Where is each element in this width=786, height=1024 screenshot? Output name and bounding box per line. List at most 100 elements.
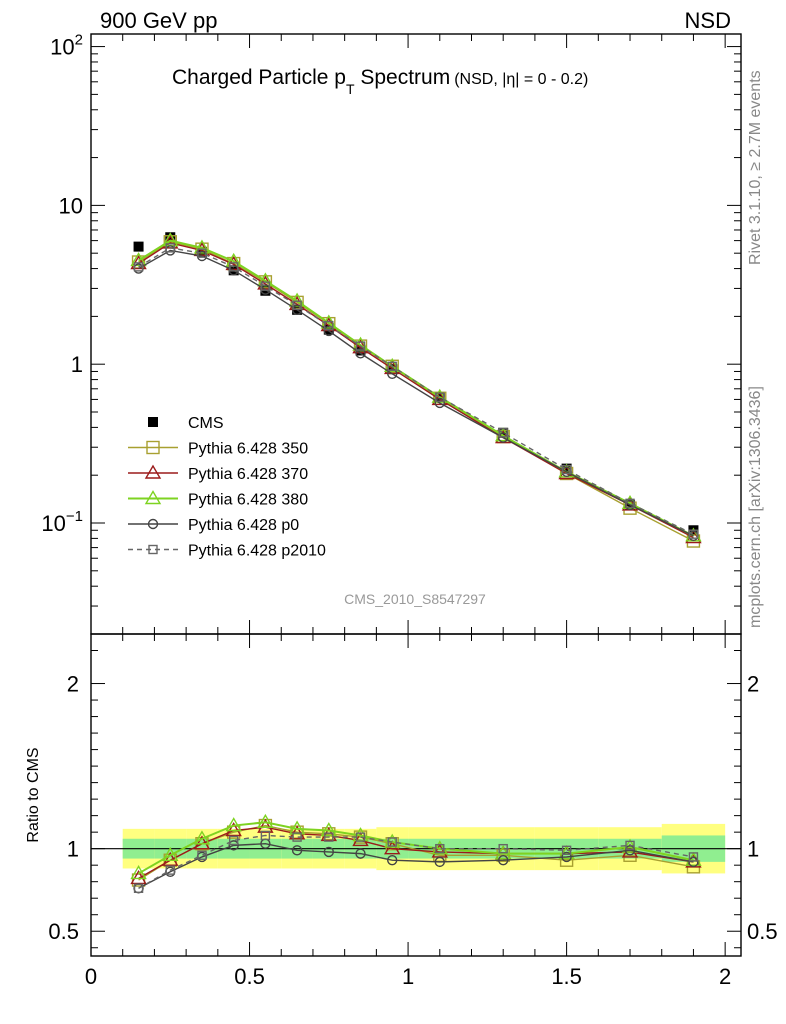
data-point-p0 [434, 397, 445, 409]
series-line-p0 [138, 249, 694, 537]
data-point-p0 [497, 432, 509, 443]
ratio-point-p0 [387, 855, 398, 866]
ratio-point-p2010 [324, 832, 334, 842]
ratio-series-p0 [133, 838, 699, 894]
data-point-p0 [387, 368, 398, 379]
y-tick-label: 102 [50, 32, 83, 60]
ratio-line-p0 [138, 843, 694, 889]
legend-entry-p370: Pythia 6.428 370 [128, 464, 308, 483]
legend-entry-p2010: Pythia 6.428 p2010 [128, 543, 326, 560]
ratio-point-p0 [497, 855, 509, 866]
ratio-point-p0 [688, 856, 699, 868]
data-point-p0 [355, 348, 366, 359]
ratio-y-tick-label-left: 2 [67, 672, 79, 697]
ratio-series-p2010 [133, 830, 699, 893]
data-point-p2010 [292, 300, 302, 310]
legend-marker [148, 417, 158, 427]
ratio-y-tick-label-left: 1 [67, 837, 79, 862]
ratio-y-axis-label: Ratio to CMS [25, 747, 42, 842]
title-main2: Spectrum [355, 66, 451, 89]
data-point-p2010 [197, 248, 207, 258]
mcplots-label: mcplots.cern.ch [arXiv:1306.3436] [747, 386, 764, 628]
legend-entry-cms: CMS [148, 415, 224, 432]
data-point-p0 [323, 325, 335, 337]
ratio-point-p350 [131, 873, 146, 887]
ratio-point-p370 [193, 835, 211, 850]
ratio-line-p380 [138, 821, 694, 875]
series-p2010 [133, 243, 699, 539]
analysis-id-label: CMS_2010_S8547297 [344, 591, 486, 607]
ratio-point-p2010 [260, 830, 271, 841]
y-tick-label: 1 [71, 352, 83, 377]
x-tick-label: 1.5 [551, 964, 582, 989]
y-tick-label: 10−1 [41, 508, 83, 536]
title-main: Charged Particle p [172, 66, 346, 89]
ratio-point-p0 [323, 846, 335, 858]
ratio-point-p2010 [688, 852, 699, 862]
ratio-point-p380 [320, 822, 338, 837]
process-label: NSD [685, 8, 731, 33]
main-panel: 10−1 1 10 102 [41, 32, 742, 635]
data-point-p380 [257, 272, 274, 287]
data-point-p2010 [688, 529, 699, 539]
legend-label: Pythia 6.428 350 [188, 441, 308, 458]
ratio-panel: 0 0.5 1 1.5 20.5 0.51 12 2 [48, 633, 778, 989]
data-point-cms [133, 241, 144, 252]
legend-entry-p380: Pythia 6.428 380 [128, 490, 308, 509]
ratio-y-tick-label-left: 0.5 [48, 919, 79, 944]
ratio-point-p2010 [625, 840, 635, 851]
data-point-p2010 [625, 498, 635, 509]
ratio-point-p2010 [165, 865, 175, 875]
ratio-point-p2010 [498, 843, 508, 854]
x-tick-label: 0.5 [234, 964, 265, 989]
ratio-plot-frame [90, 633, 742, 957]
ratio-point-p380 [225, 817, 242, 832]
legend-label: Pythia 6.428 p0 [188, 517, 299, 534]
ratio-point-p2010 [435, 843, 445, 854]
ratio-point-p2010 [355, 832, 366, 842]
x-tick-label: 1 [402, 964, 414, 989]
ratio-line-p2010 [138, 834, 694, 889]
ratio-point-p2010 [197, 850, 207, 860]
ratio-point-p380 [162, 846, 179, 861]
ratio-point-p2010 [292, 832, 302, 842]
ratio-point-p380 [288, 820, 306, 835]
ratio-point-p0 [561, 851, 572, 863]
legend-label: Pythia 6.428 370 [188, 466, 308, 483]
energy-label: 900 GeV pp [100, 8, 217, 33]
legend-marker [144, 464, 162, 479]
data-point-p2010 [498, 428, 508, 438]
rivet-version-label: Rivet 3.1.10, ≥ 2.7M events [747, 70, 764, 265]
ratio-point-p2010 [133, 883, 144, 893]
legend-label: Pythia 6.428 p2010 [188, 543, 326, 560]
data-point-p2010 [324, 320, 334, 331]
ratio-y-tick-label-right: 1 [747, 837, 759, 862]
data-point-p2010 [165, 243, 175, 253]
legend-label: CMS [188, 415, 224, 432]
ratio-point-p380 [257, 813, 274, 828]
ratio-point-p2010 [228, 835, 239, 846]
legend-marker [146, 440, 160, 455]
data-point-p2010 [133, 262, 144, 272]
ratio-point-p380 [193, 830, 211, 845]
data-point-p2010 [435, 392, 445, 402]
legend-marker [147, 518, 159, 530]
data-point-p2010 [260, 281, 271, 291]
ratio-y-tick-label-right: 0.5 [747, 919, 778, 944]
data-point-p380 [193, 239, 211, 254]
ratio-point-p350 [496, 848, 510, 862]
ratio-point-p0 [291, 845, 303, 856]
ratio-point-p370 [257, 818, 274, 833]
ratio-y-tick-label-right: 2 [747, 672, 759, 697]
ratio-point-p370 [225, 822, 242, 837]
legend-entry-p350: Pythia 6.428 350 [128, 441, 308, 458]
x-tick-label: 0 [85, 964, 97, 989]
ratio-point-p0 [434, 856, 445, 868]
title-sub-t: T [346, 81, 355, 97]
data-point-p2010 [561, 464, 572, 475]
legend-marker [148, 544, 158, 555]
data-point-p380 [130, 252, 147, 267]
series-line-p2010 [138, 247, 694, 535]
ratio-point-p0 [228, 840, 239, 851]
